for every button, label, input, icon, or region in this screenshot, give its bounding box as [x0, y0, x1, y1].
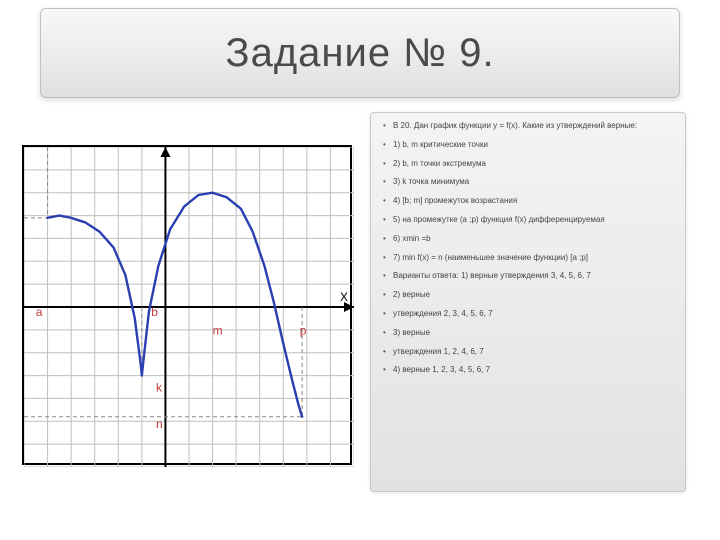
svg-text:X: X [340, 290, 348, 304]
bullet-item: Варианты ответа: 1) верные утверждения 3… [381, 271, 675, 282]
bullet-item: 2) b, m точки экстремума [381, 159, 675, 170]
svg-text:a: a [36, 305, 43, 319]
bullet-list: В 20. Дан график функции y = f(x). Какие… [381, 121, 675, 376]
svg-text:p: p [300, 323, 307, 337]
question-panel: В 20. Дан график функции y = f(x). Какие… [370, 112, 686, 492]
bullet-item: 5) на промежутке (a ;p) функция f(x) диф… [381, 215, 675, 226]
bullet-item: 4) верные 1, 2, 3, 4, 5, 6, 7 [381, 365, 675, 376]
svg-text:n: n [156, 417, 163, 431]
bullet-item: 3) k точка минимума [381, 177, 675, 188]
bullet-item: утверждения 2, 3, 4, 5, 6, 7 [381, 309, 675, 320]
bullet-item: утверждения 1, 2, 4, 6, 7 [381, 347, 675, 358]
chart-svg: a b m p k n X [24, 147, 354, 467]
function-chart: a b m p k n X [22, 145, 352, 465]
svg-text:k: k [156, 381, 163, 395]
bullet-item: 6) xmin =b [381, 234, 675, 245]
bullet-item: В 20. Дан график функции y = f(x). Какие… [381, 121, 675, 132]
bullet-item: 2) верные [381, 290, 675, 301]
bullet-item: 7) min f(x) = n (наименьшее значение фун… [381, 253, 675, 264]
svg-text:m: m [213, 323, 223, 337]
page-title: Задание № 9. [225, 31, 494, 76]
title-panel: Задание № 9. [40, 8, 680, 98]
bullet-item: 4) [b; m] промежуток возрастания [381, 196, 675, 207]
bullet-item: 3) верные [381, 328, 675, 339]
svg-text:b: b [151, 305, 158, 319]
bullet-item: 1) b, m критические точки [381, 140, 675, 151]
